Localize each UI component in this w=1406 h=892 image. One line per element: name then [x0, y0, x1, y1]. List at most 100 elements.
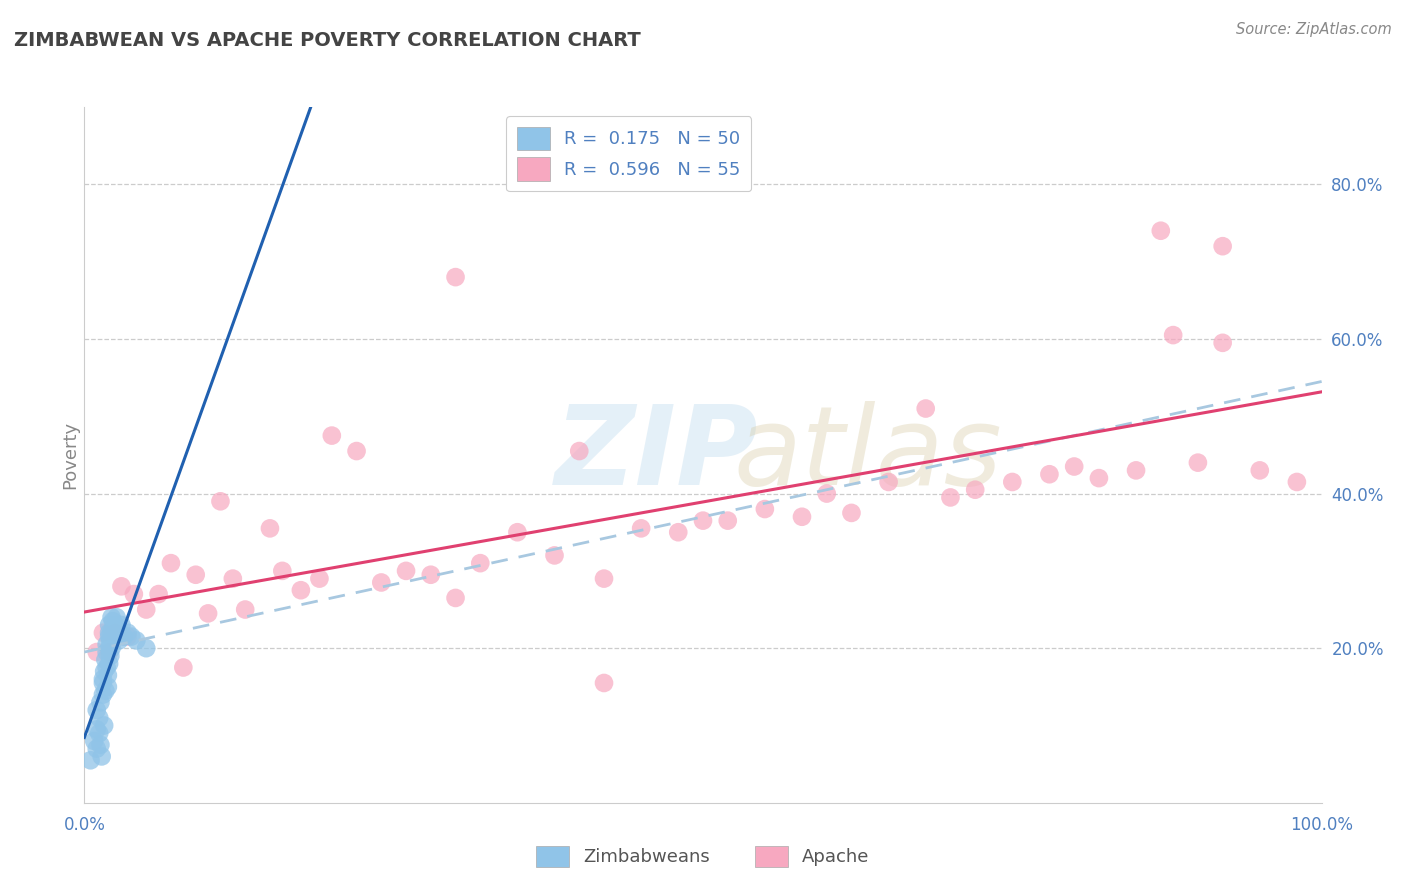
Point: [1249, 463, 1271, 477]
Point: [97, 668, 120, 682]
Point: [593, 572, 616, 586]
Point: [97, 680, 120, 694]
Point: [105, 625, 128, 640]
Point: [117, 630, 139, 644]
Point: [86, 703, 108, 717]
Text: ZIMBABWEAN VS APACHE POVERTY CORRELATION CHART: ZIMBABWEAN VS APACHE POVERTY CORRELATION…: [14, 31, 641, 50]
Point: [568, 444, 591, 458]
Point: [148, 587, 170, 601]
Point: [103, 622, 125, 636]
Point: [1063, 459, 1085, 474]
Point: [692, 514, 714, 528]
Point: [86, 645, 108, 659]
Point: [914, 401, 936, 416]
Point: [308, 572, 330, 586]
Point: [101, 622, 124, 636]
Point: [120, 630, 142, 644]
Point: [1150, 224, 1173, 238]
Point: [96, 660, 118, 674]
Point: [91, 625, 114, 640]
Point: [86, 723, 108, 737]
Point: [86, 741, 108, 756]
Point: [98, 641, 121, 656]
Point: [110, 579, 132, 593]
Point: [135, 641, 157, 656]
Point: [346, 444, 368, 458]
Point: [877, 475, 900, 489]
Point: [104, 630, 127, 644]
Point: [110, 618, 132, 632]
Point: [197, 607, 219, 621]
Point: [630, 521, 652, 535]
Point: [89, 738, 111, 752]
Point: [93, 665, 115, 679]
Point: [1187, 456, 1209, 470]
Point: [89, 711, 111, 725]
Point: [1212, 239, 1234, 253]
Point: [112, 630, 135, 644]
Point: [1212, 335, 1234, 350]
Point: [122, 587, 145, 601]
Point: [96, 645, 118, 659]
Point: [101, 614, 124, 628]
Point: [593, 676, 616, 690]
Point: [91, 676, 114, 690]
Point: [100, 641, 122, 656]
Point: [470, 556, 492, 570]
Point: [184, 567, 207, 582]
Text: Source: ZipAtlas.com: Source: ZipAtlas.com: [1236, 22, 1392, 37]
Point: [93, 718, 115, 732]
Point: [107, 622, 129, 636]
Point: [104, 625, 127, 640]
Point: [91, 672, 114, 686]
Point: [98, 625, 121, 640]
Point: [321, 428, 343, 442]
Point: [98, 618, 121, 632]
Point: [506, 525, 529, 540]
Point: [89, 726, 111, 740]
Point: [172, 660, 194, 674]
Point: [717, 514, 740, 528]
Point: [444, 270, 467, 285]
Point: [94, 653, 117, 667]
Point: [160, 556, 183, 570]
Point: [395, 564, 418, 578]
Point: [1001, 475, 1024, 489]
Point: [1161, 328, 1184, 343]
Point: [666, 525, 689, 540]
Legend: Zimbabweans, Apache: Zimbabweans, Apache: [529, 838, 877, 874]
Point: [1285, 475, 1308, 489]
Point: [98, 633, 121, 648]
Point: [104, 618, 127, 632]
Point: [90, 749, 112, 764]
Point: [98, 657, 121, 671]
Point: [101, 633, 124, 648]
Point: [105, 610, 128, 624]
Text: ZIP: ZIP: [554, 401, 758, 508]
Point: [98, 630, 121, 644]
Point: [98, 648, 121, 663]
Point: [103, 630, 125, 644]
Point: [117, 625, 139, 640]
Point: [1125, 463, 1147, 477]
Point: [83, 734, 105, 748]
Point: [100, 610, 122, 624]
Point: [96, 637, 118, 651]
Point: [125, 633, 148, 648]
Point: [543, 549, 565, 563]
Point: [419, 567, 441, 582]
Point: [271, 564, 294, 578]
Point: [89, 695, 111, 709]
Point: [444, 591, 467, 605]
Y-axis label: Poverty: Poverty: [62, 421, 80, 489]
Point: [135, 602, 157, 616]
Point: [100, 625, 122, 640]
Point: [939, 491, 962, 505]
Text: atlas: atlas: [734, 401, 1002, 508]
Point: [98, 645, 121, 659]
Point: [790, 509, 813, 524]
Point: [815, 486, 838, 500]
Point: [94, 683, 117, 698]
Point: [108, 633, 131, 648]
Point: [370, 575, 392, 590]
